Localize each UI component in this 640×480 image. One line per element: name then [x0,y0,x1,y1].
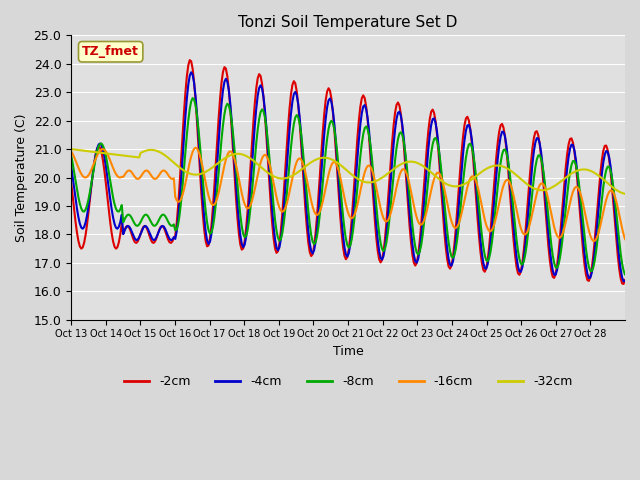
-4cm [546,246,554,252]
X-axis label: Time: Time [333,345,364,358]
-16cm [67,148,75,154]
-2cm [546,257,554,263]
-2cm [104,193,111,199]
-2cm [86,196,94,202]
-8cm [546,228,554,234]
-8cm [618,261,626,266]
Line: -4cm: -4cm [71,72,625,281]
-32cm [545,186,552,192]
-8cm [189,95,196,101]
-8cm [67,153,75,158]
-32cm [67,146,75,152]
-4cm [620,278,627,284]
-16cm [591,238,598,244]
-8cm [104,161,111,167]
-32cm [617,190,625,195]
-32cm [104,151,111,156]
Line: -2cm: -2cm [71,60,625,284]
Line: -16cm: -16cm [71,148,625,241]
-2cm [620,281,627,287]
Line: -32cm: -32cm [71,149,625,194]
-16cm [191,145,199,151]
-16cm [621,236,629,242]
-32cm [621,191,629,197]
-16cm [546,204,554,210]
-4cm [188,70,195,75]
-8cm [86,189,94,194]
-16cm [463,184,471,190]
-8cm [463,146,471,152]
Text: TZ_fmet: TZ_fmet [82,45,139,58]
-2cm [354,134,362,140]
-4cm [67,163,75,168]
-2cm [618,280,626,286]
-32cm [462,180,470,186]
-4cm [618,275,626,280]
-4cm [621,278,629,284]
-8cm [354,183,362,189]
Line: -8cm: -8cm [71,98,625,275]
-4cm [463,122,471,128]
-4cm [354,155,362,160]
-16cm [86,170,94,176]
-16cm [354,202,362,207]
-16cm [620,231,627,237]
-32cm [352,175,360,180]
Y-axis label: Soil Temperature (C): Soil Temperature (C) [15,113,28,242]
-16cm [104,151,111,157]
-8cm [621,272,629,277]
-32cm [86,148,94,154]
-2cm [67,180,75,185]
Title: Tonzi Soil Temperature Set D: Tonzi Soil Temperature Set D [238,15,458,30]
-2cm [186,57,193,63]
Legend: -2cm, -4cm, -8cm, -16cm, -32cm: -2cm, -4cm, -8cm, -16cm, -32cm [119,370,577,393]
-2cm [621,277,629,283]
-4cm [86,193,94,199]
-4cm [104,174,111,180]
-2cm [463,114,471,120]
